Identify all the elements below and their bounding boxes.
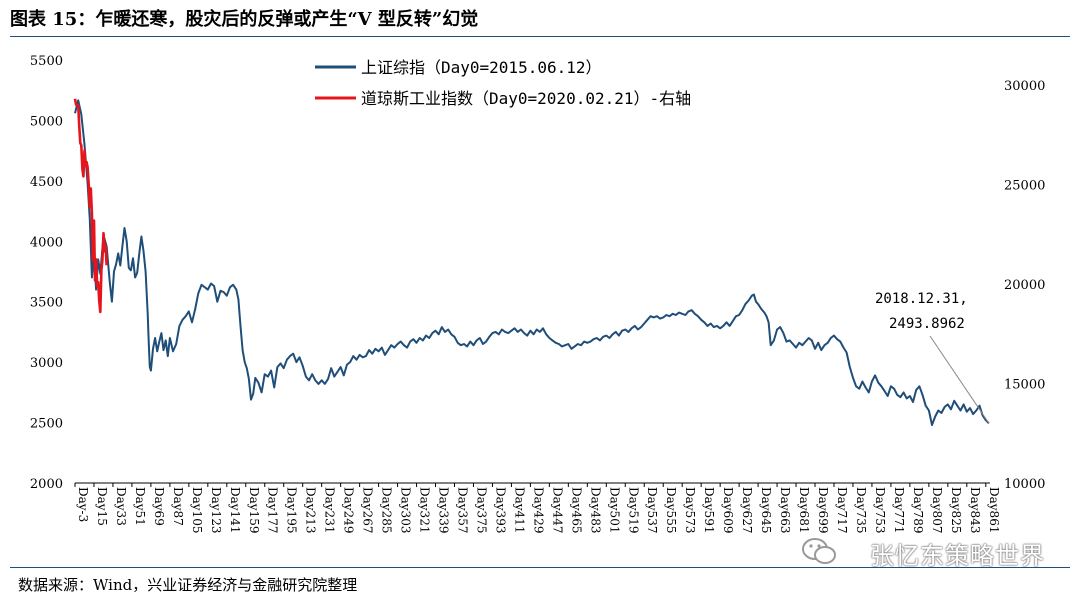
x-tick-label: Day483: [588, 487, 602, 533]
figure-title: 图表 15：乍暖还寒，股灾后的反弹或产生“V 型反转”幻觉: [10, 9, 479, 30]
chart-series: [73, 98, 990, 426]
source-note: 数据来源：Wind，兴业证券经济与金融研究院整理: [18, 576, 358, 594]
x-tick-label: Day735: [854, 487, 868, 533]
x-tick-label: Day609: [721, 487, 735, 533]
x-tick-label: Day123: [209, 487, 223, 533]
y-left-tick-label: 2000: [30, 477, 63, 492]
x-tick-label: Day33: [114, 487, 128, 526]
x-tick-label: Day-3: [76, 487, 90, 522]
x-tick-label: Day105: [190, 487, 204, 533]
x-tick-label: Day555: [664, 487, 678, 533]
x-tick-label: Day69: [152, 487, 166, 526]
x-tick-label: Day429: [531, 487, 545, 533]
x-tick-label: Day537: [645, 487, 659, 533]
y-right-tick-label: 15000: [1004, 377, 1045, 392]
x-tick-label: Day213: [304, 487, 318, 533]
y-right-tick-label: 10000: [1004, 477, 1045, 492]
x-tick-label: Day231: [323, 487, 337, 533]
x-tick-label: Day861: [987, 487, 1001, 533]
x-tick-label: Day501: [607, 487, 621, 533]
x-tick-label: Day195: [285, 487, 299, 533]
header-divider: [10, 36, 1070, 37]
x-tick-label: Day753: [873, 487, 887, 533]
annotation-date: 2018.12.31,: [875, 291, 968, 307]
chart-axes: 5500 5000 4500 4000 3500 3000 2500 2000 30000 250…: [30, 54, 1045, 533]
x-tick-label: Day843: [968, 487, 982, 533]
x-tick-label: Day249: [342, 487, 356, 533]
x-tick-label: Day591: [702, 487, 716, 533]
x-tick-label: Day87: [171, 487, 185, 526]
x-tick-label: Day465: [569, 487, 583, 533]
x-tick-label: Day303: [399, 487, 413, 533]
y-right-tick-label: 30000: [1004, 79, 1045, 94]
x-tick-label: Day825: [949, 487, 963, 533]
series-line-shanghai: [74, 99, 990, 426]
x-tick-label: Day789: [911, 487, 925, 533]
y-left-tick-label: 3500: [30, 296, 63, 311]
y-left-tick-label: 4500: [30, 175, 63, 190]
x-tick-label: Day663: [778, 487, 792, 533]
x-tick-label: Day357: [455, 487, 469, 533]
x-tick-label: Day339: [437, 487, 451, 533]
y-right-tick-label: 20000: [1004, 278, 1045, 293]
x-tick-label: Day717: [835, 487, 849, 533]
x-tick-label: Day159: [247, 487, 261, 533]
y-left-tick-label: 3000: [30, 356, 63, 371]
wechat-logo-icon: [802, 538, 836, 564]
chart-annotation: 2018.12.31, 2493.8962: [875, 291, 990, 424]
y-left-tick-label: 2500: [30, 417, 63, 432]
watermark-text: 张忆东策略世界: [870, 542, 1045, 570]
x-tick-label: Day177: [266, 487, 280, 533]
x-tick-label: Day447: [550, 487, 564, 533]
x-tick-label: Day573: [683, 487, 697, 533]
x-tick-label: Day699: [816, 487, 830, 533]
x-tick-label: Day681: [797, 487, 811, 533]
footer-divider: [10, 567, 1070, 568]
y-left-tick-label: 5500: [30, 54, 63, 69]
y-right-tick-label: 25000: [1004, 178, 1045, 193]
x-tick-label: Day375: [474, 487, 488, 533]
x-tick-label: Day321: [418, 487, 432, 533]
x-tick-label: Day411: [512, 487, 526, 533]
x-tick-label: Day771: [892, 487, 906, 533]
chart-legend: 上证综指（Day0=2015.06.12） 道琼斯工业指数（Day0=2020.…: [315, 58, 691, 108]
y-left-tick-label: 4000: [30, 235, 63, 250]
x-tick-label: Day285: [380, 487, 394, 533]
x-tick-label: Day519: [626, 487, 640, 533]
x-tick-label: Day141: [228, 487, 242, 533]
annotation-value: 2493.8962: [889, 316, 965, 332]
x-tick-label: Day393: [493, 487, 507, 533]
y-left-tick-label: 5000: [30, 114, 63, 129]
annotation-leader-line: [929, 335, 990, 424]
x-tick-label: Day627: [740, 487, 754, 533]
x-tick-label: Day267: [361, 487, 375, 533]
x-tick-label: Day51: [133, 487, 147, 526]
legend-label-dow: 道琼斯工业指数（Day0=2020.02.21）-右轴: [361, 89, 691, 108]
legend-label-shanghai: 上证综指（Day0=2015.06.12）: [361, 58, 602, 77]
x-tick-label: Day15: [95, 487, 109, 526]
x-tick-label: Day807: [930, 487, 944, 533]
series-line-dow: [73, 98, 108, 314]
x-tick-label: Day645: [759, 487, 773, 533]
